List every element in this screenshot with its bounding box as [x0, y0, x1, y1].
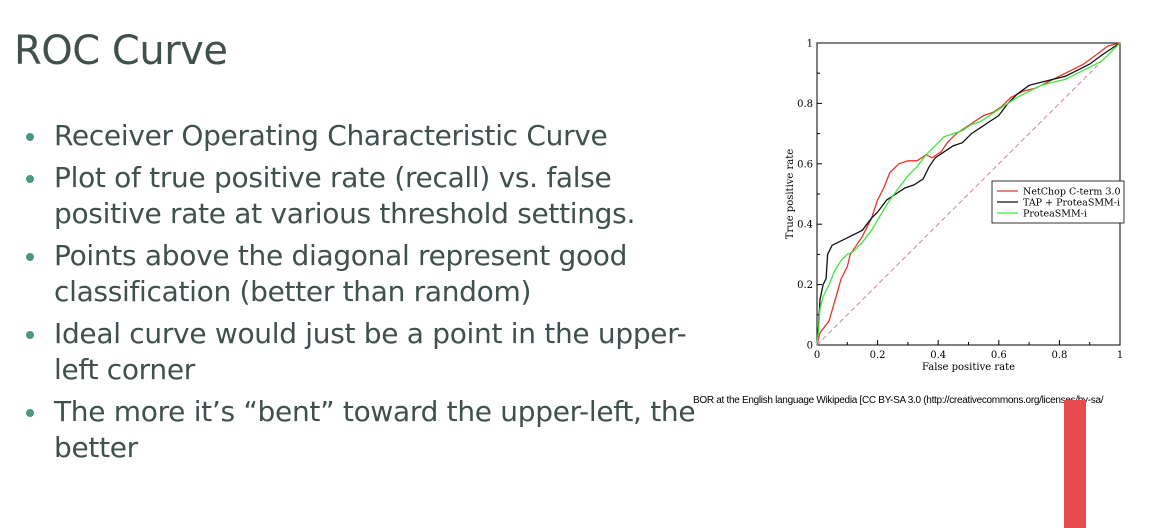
- bullet-item: Ideal curve would just be a point in the…: [26, 316, 726, 388]
- legend-label: TAP + ProteaSMM-i: [1023, 198, 1120, 209]
- bullet-text: Points above the diagonal represent good…: [54, 239, 628, 308]
- x-tick-label: 1: [1117, 350, 1123, 361]
- bullet-text: Ideal curve would just be a point in the…: [54, 317, 687, 386]
- y-tick-label: 0.4: [797, 220, 813, 231]
- image-caption: BOR at the English language Wikipedia [C…: [693, 395, 1104, 406]
- random-diagonal: [816, 42, 1121, 346]
- y-tick-label: 0: [807, 341, 813, 352]
- bullet-dot: [26, 175, 34, 183]
- bullet-text: Plot of true positive rate (recall) vs. …: [54, 161, 636, 230]
- series-line-1: [816, 42, 1121, 346]
- y-tick-label: 0.2: [797, 280, 813, 291]
- x-tick-label: 0: [814, 350, 820, 361]
- y-tick-label: 1: [807, 39, 813, 50]
- x-tick-label: 0.2: [870, 350, 886, 361]
- series-line-0: [816, 42, 1121, 346]
- bullet-item: Plot of true positive rate (recall) vs. …: [26, 160, 726, 232]
- bullet-text: The more it’s “bent” toward the upper-le…: [54, 395, 696, 464]
- bullet-list: Receiver Operating Characteristic Curve …: [26, 118, 726, 472]
- x-tick-label: 0.8: [1051, 350, 1067, 361]
- bullet-item: Receiver Operating Characteristic Curve: [26, 118, 726, 154]
- legend-label: NetChop C-term 3.0: [1023, 187, 1121, 198]
- bullet-dot: [26, 133, 34, 141]
- bullet-item: The more it’s “bent” toward the upper-le…: [26, 394, 726, 466]
- accent-bar: [1064, 400, 1086, 528]
- bullet-dot: [26, 253, 34, 261]
- bullet-text: Receiver Operating Characteristic Curve: [54, 119, 608, 152]
- roc-chart-svg: 00 0.2 0.2 0.4 0.4 0.6 0.6 0.8 0.8 1 1 False positi…: [785, 39, 1125, 373]
- legend-label: ProteaSMM-i: [1023, 209, 1087, 220]
- bullet-dot: [26, 409, 34, 417]
- slide-title: ROC Curve: [14, 28, 228, 74]
- y-tick-label: 0.6: [797, 159, 813, 170]
- y-tick-label: 0.8: [797, 99, 813, 110]
- x-axis-label: False positive rate: [922, 362, 1015, 373]
- x-tick-label: 0.4: [930, 350, 946, 361]
- y-axis-label: True positive rate: [785, 149, 796, 239]
- bullet-item: Points above the diagonal represent good…: [26, 238, 726, 310]
- bullet-dot: [26, 331, 34, 339]
- roc-chart: 0 0 0.2 0.2 0.4 0.4 0.6 0.6 0.8 0.8 1 1 False positi…: [770, 30, 1140, 384]
- series-line-2: [816, 42, 1121, 346]
- x-tick-label: 0.6: [991, 350, 1007, 361]
